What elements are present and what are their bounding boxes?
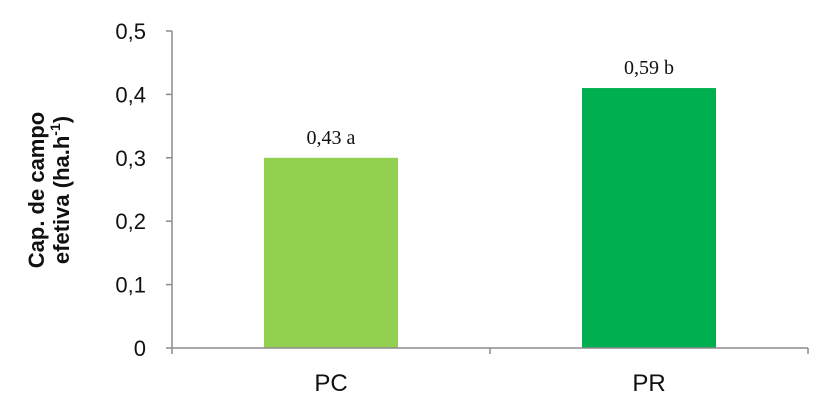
y-axis-title: Cap. de campo efetiva (ha.h-1) [24,112,74,268]
x-category-label-pc: PC [314,370,347,397]
data-label-pc: 0,43 a [307,127,356,149]
y-tick-label-2: 0,2 [115,209,146,234]
data-label-pr: 0,59 b [624,57,674,79]
y-axis-title-line2-main: efetiva (ha.h [49,136,74,264]
y-tick-label-4: 0,4 [115,82,146,107]
y-tick-label-5: 0,5 [115,19,146,44]
y-axis-title-line2: efetiva (ha.h-1) [47,116,74,264]
y-tick-label-0: 0 [134,336,146,361]
bar-pr [582,88,716,348]
y-axis-ticks: 0 0,1 0,2 0,3 0,4 0,5 [115,19,172,361]
y-axis-title-line1: Cap. de campo [24,112,49,268]
y-tick-label-3: 0,3 [115,146,146,171]
y-axis-title-superscript: -1 [47,123,63,136]
y-tick-label-1: 0,1 [115,273,146,298]
axes [171,31,809,354]
bars [264,88,716,348]
x-category-label-pr: PR [632,370,665,397]
y-axis-title-line2-end: ) [49,116,74,123]
bar-pc [264,157,398,348]
labels: 0,43 a PC 0,59 b PR [307,57,674,397]
